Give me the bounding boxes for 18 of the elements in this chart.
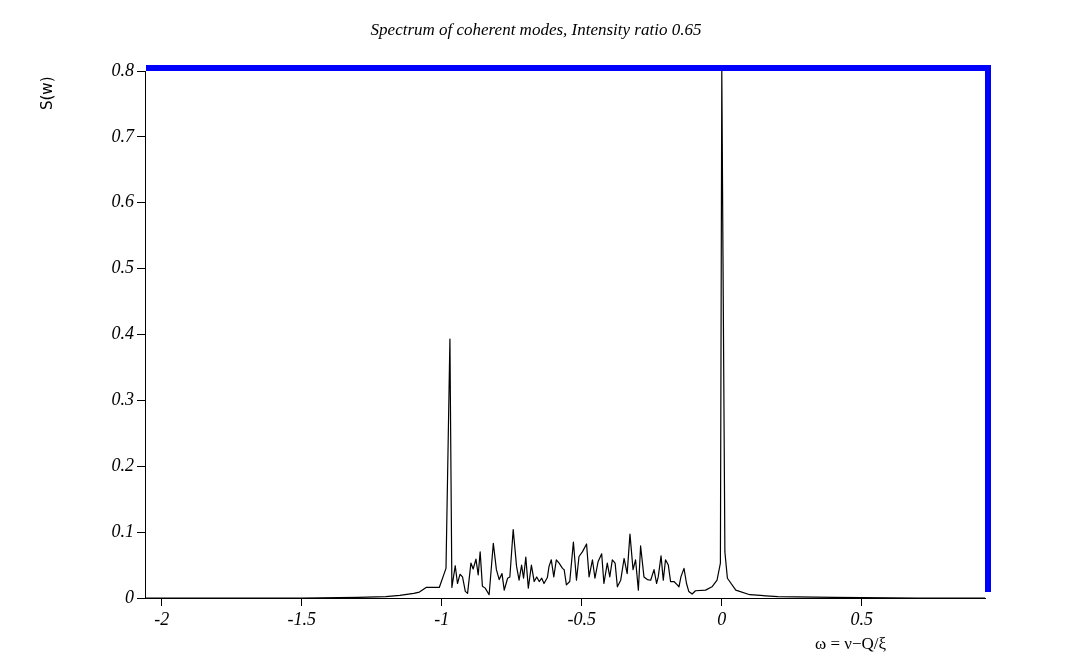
x-tick-label: -1.5 bbox=[287, 608, 317, 629]
y-tick-label: 0.4 bbox=[111, 323, 134, 344]
y-tick-label: 0.1 bbox=[111, 520, 134, 541]
chart-title: Spectrum of coherent modes, Intensity ratio 0.65 bbox=[369, 20, 703, 40]
x-tick-label: -0.5 bbox=[567, 608, 597, 629]
x-tick-label: -2 bbox=[154, 608, 170, 629]
y-tick-label: 0.5 bbox=[111, 257, 134, 278]
x-tick-label: 0.5 bbox=[850, 608, 874, 629]
x-tick-label: 0 bbox=[717, 608, 727, 629]
y-tick-label: 0.3 bbox=[111, 389, 134, 410]
y-axis-title: S(w) bbox=[38, 76, 56, 110]
y-tick-label: 0.8 bbox=[111, 59, 134, 80]
y-tick-label: 0 bbox=[125, 586, 134, 607]
x-tick-label: -1 bbox=[434, 608, 450, 629]
y-tick-label: 0.2 bbox=[111, 454, 134, 475]
x-axis-title: ω = ν−Q/ξ bbox=[815, 634, 887, 654]
y-tick-label: 0.7 bbox=[111, 125, 135, 146]
y-tick-label: 0.6 bbox=[111, 191, 134, 212]
